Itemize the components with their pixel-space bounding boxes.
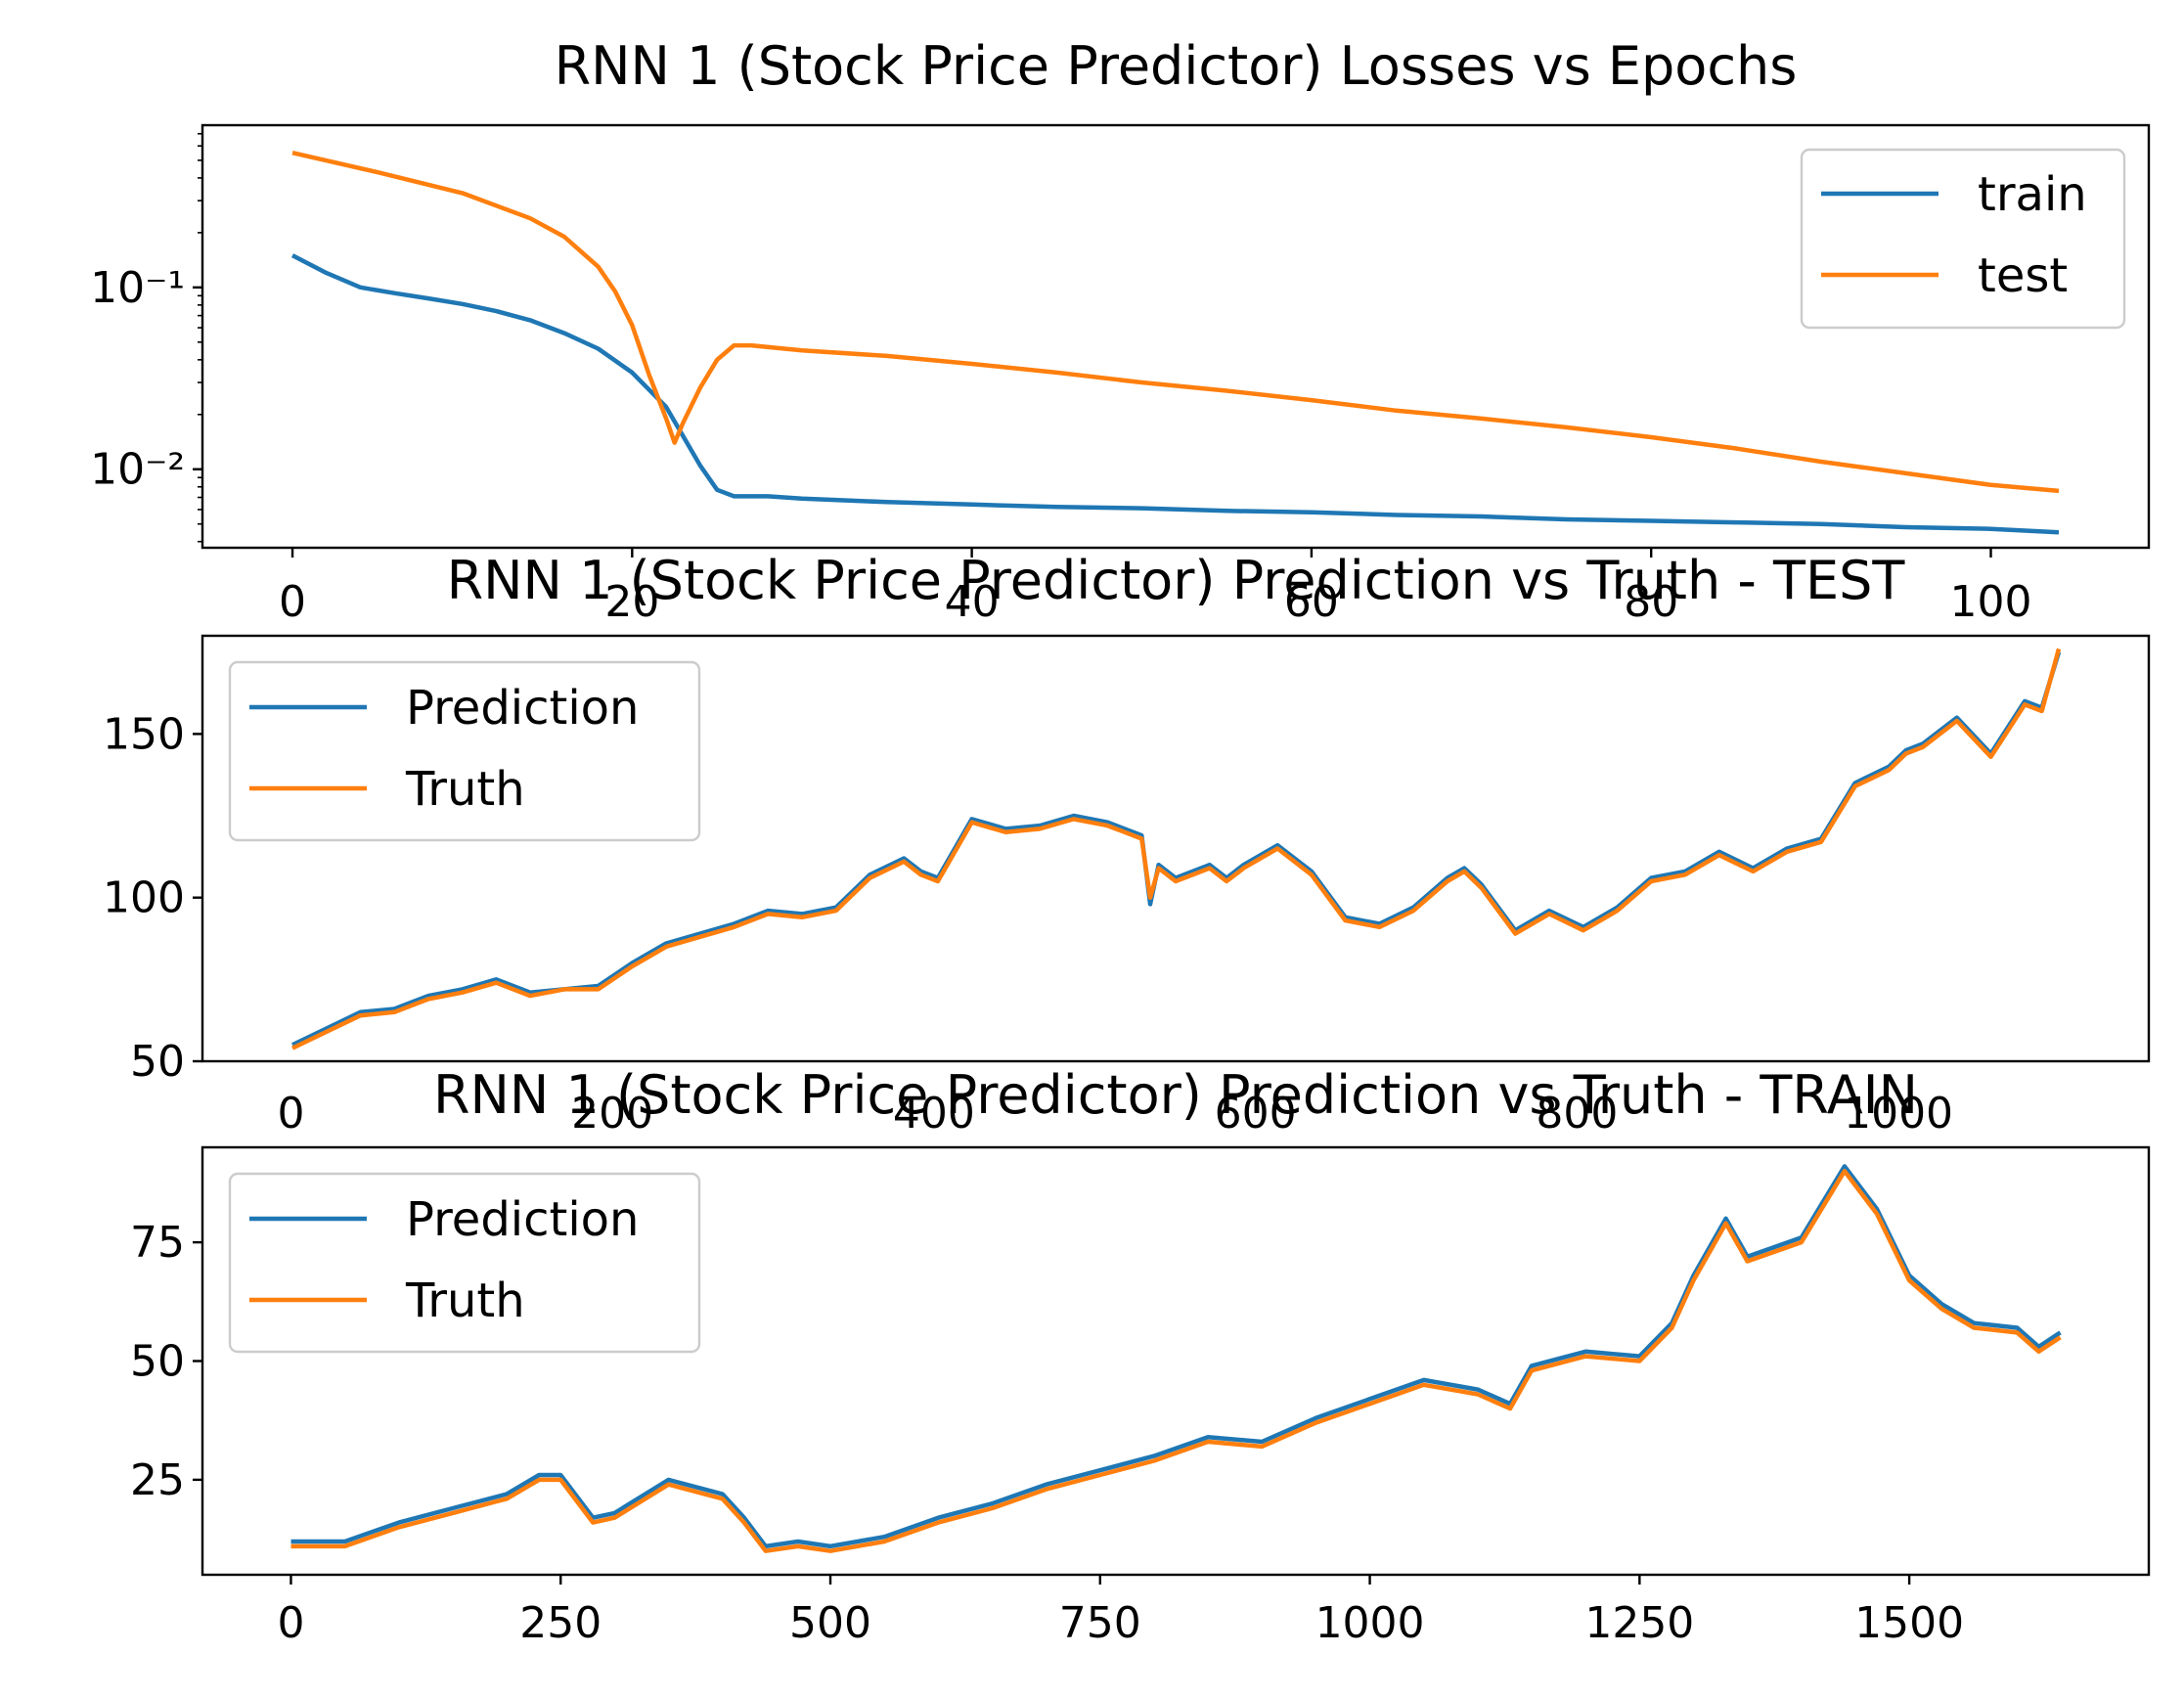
x-tick-label: 250 [519,1598,602,1648]
x-tick-label: 20 [604,577,659,627]
losses-series-group [290,151,2060,535]
test-axes-frame [201,634,2151,1063]
x-tick-label: 1500 [1854,1598,1964,1648]
y-tick-label: 50 [130,1337,185,1387]
x-tick-label: 500 [789,1598,871,1648]
x-tick-label: 80 [1624,577,1678,627]
legend-label-prediction-test: Prediction [406,681,639,736]
series-line-truth [290,1169,2062,1553]
y-tick-label: 25 [130,1455,185,1505]
y-tick-label: 75 [130,1218,185,1268]
x-tick-label: 1000 [1315,1598,1425,1648]
losses-axes-frame [201,123,2151,550]
series-line-train [290,253,2060,535]
y-tick-label: 150 [103,709,185,759]
top-x-tick-label: 0 [277,1089,304,1139]
legend-label-truth-train: Truth [405,1274,525,1328]
train-top-x-axis: 0 200 400 600 800 1000 [277,1089,1953,1139]
top-x-tick-label: 400 [893,1089,975,1139]
train-y-axis: 25 50 75 [130,1218,202,1505]
legend-label-prediction-train: Prediction [406,1192,639,1247]
top-x-tick-label: 600 [1215,1089,1297,1139]
train-axes-frame [201,1145,2151,1577]
train-title: RNN 1 (Stock Price Predictor) Prediction… [433,1064,1918,1126]
train-series-group [290,1164,2062,1553]
test-series-group [291,648,2062,1050]
top-x-tick-label: 200 [571,1089,653,1139]
x-tick-label: 60 [1284,577,1339,627]
y-tick-label: 10⁻² [90,445,185,495]
losses-title: RNN 1 (Stock Price Predictor) Losses vs … [555,35,1798,97]
legend-label-test: test [1978,248,2068,303]
y-tick-label: 50 [130,1037,185,1087]
series-line-prediction [291,651,2062,1048]
x-tick-label: 100 [1950,577,2032,627]
series-line-prediction [290,1164,2062,1549]
test-title: RNN 1 (Stock Price Predictor) Prediction… [447,550,1906,611]
train-legend: Prediction Truth [228,1172,701,1354]
top-x-tick-label: 800 [1536,1089,1618,1139]
legend-label-truth-test: Truth [405,762,525,817]
series-line-truth [291,648,2062,1050]
x-tick-label: 1250 [1584,1598,1694,1648]
test-legend: Prediction Truth [228,660,701,842]
x-tick-label: 750 [1059,1598,1141,1648]
losses-legend: train test [1800,148,2126,330]
train-x-axis: 0 250 500 750 1000 1250 1500 [277,1575,1964,1648]
y-tick-label: 10⁻¹ [90,263,185,313]
series-line-test [291,151,2060,494]
legend-label-train: train [1978,167,2087,222]
x-tick-label: 40 [945,577,1000,627]
losses-panel: RNN 1 (Stock Price Predictor) Losses vs … [90,35,2151,627]
x-tick-label: 0 [279,577,306,627]
x-tick-label: 0 [277,1598,304,1648]
test-y-axis: 50 100 150 [103,709,202,1087]
top-x-tick-label: 1000 [1844,1089,1953,1139]
losses-x-axis: 0 20 40 60 80 100 [279,548,2032,627]
test-panel: 50 100 150 RNN 1 (Stock Price Predictor) P… [103,550,2151,1087]
y-tick-label: 100 [103,873,185,923]
train-panel: 25 50 75 0 200 400 600 800 1000 0 250 500 750 1000 1… [130,1064,2151,1648]
